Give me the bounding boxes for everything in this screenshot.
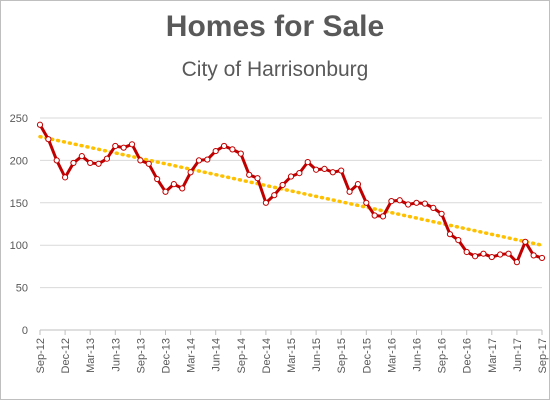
data-point [463, 248, 470, 256]
y-tick-label: 0 [22, 325, 28, 337]
data-point [513, 259, 521, 266]
x-tick-label: Sep-14 [236, 338, 248, 373]
data-point [128, 141, 136, 148]
x-tick-label: Sep-17 [537, 338, 549, 373]
x-tick-label: Jun-13 [110, 338, 122, 372]
data-point [538, 254, 546, 262]
data-point [154, 175, 161, 183]
x-tick-label: Dec-13 [161, 338, 173, 373]
data-point [137, 157, 144, 164]
y-tick-label: 250 [10, 113, 28, 125]
data-point [413, 199, 420, 206]
data-point [78, 153, 85, 160]
data-point [438, 210, 445, 217]
x-tick-label: Dec-16 [462, 338, 474, 373]
data-point [313, 166, 320, 173]
data-point [262, 199, 269, 206]
x-tick-label: Jun-14 [211, 338, 223, 372]
x-tick-label: Jun-15 [311, 338, 323, 372]
x-tick-label: Mar-15 [286, 338, 298, 373]
data-point [254, 175, 261, 182]
data-point [497, 251, 504, 258]
x-tick-label: Mar-17 [487, 338, 499, 373]
series-layer [36, 121, 546, 266]
data-point [379, 213, 387, 220]
data-point [45, 136, 52, 143]
data-point [36, 121, 44, 128]
data-point [103, 155, 111, 162]
data-point [530, 252, 537, 259]
data-point [346, 188, 353, 195]
chart-title: Homes for Sale [165, 10, 385, 43]
data-point [237, 150, 244, 157]
data-point [87, 159, 94, 167]
data-point [187, 169, 194, 176]
data-point [455, 237, 462, 244]
x-tick-label: Mar-14 [186, 338, 198, 373]
y-axis-ticks: 0 50 100 150 200 250 [10, 113, 28, 337]
data-point [246, 171, 253, 178]
data-point [145, 160, 152, 167]
data-point [62, 174, 69, 181]
data-point [296, 170, 303, 177]
x-tick-label: Jun-17 [512, 338, 524, 372]
data-point [220, 142, 228, 150]
data-point [480, 250, 487, 257]
data-point [371, 212, 378, 219]
gridlines [40, 117, 542, 331]
x-tick-label: Mar-16 [386, 338, 398, 373]
data-point [338, 167, 345, 174]
data-point [195, 157, 203, 164]
data-point [363, 199, 370, 206]
x-tick-label: Sep-16 [437, 338, 449, 373]
trendline [38, 134, 544, 247]
data-point [212, 147, 219, 155]
data-point [405, 201, 412, 208]
chart-subtitle: City of Harrisonburg [181, 58, 369, 81]
data-point [95, 160, 102, 167]
x-tick-label: Dec-12 [60, 338, 72, 373]
data-point [321, 165, 328, 172]
data-point [279, 181, 286, 189]
data-point [471, 253, 479, 260]
y-tick-label: 50 [16, 283, 28, 295]
data-point [287, 173, 295, 180]
data-point [304, 158, 311, 166]
data-point [179, 185, 186, 192]
x-tick-label: Sep-12 [35, 338, 47, 373]
x-tick-label: Dec-15 [361, 338, 373, 373]
data-point [446, 231, 454, 238]
x-tick-label: Sep-13 [135, 338, 147, 373]
data-point [505, 250, 512, 257]
x-axis: Sep-12 Dec-12 Mar-13 Jun-13 Sep-13 Dec-13 Mar-… [35, 330, 549, 373]
data-point [430, 204, 437, 211]
data-point [162, 188, 169, 195]
data-point [70, 159, 77, 167]
x-tick-label: Dec-14 [261, 338, 273, 373]
data-point [488, 253, 495, 261]
data-point [329, 169, 336, 176]
y-tick-label: 100 [10, 240, 28, 252]
data-point [53, 157, 60, 164]
x-tick-label: Jun-16 [412, 338, 424, 372]
data-point [354, 181, 362, 188]
x-tick-label: Mar-13 [85, 338, 97, 373]
data-point [229, 146, 236, 153]
data-point [120, 144, 127, 151]
y-tick-label: 200 [10, 155, 28, 167]
data-point [204, 156, 211, 163]
data-point [396, 197, 403, 204]
data-point [421, 200, 428, 207]
data-point [522, 238, 529, 245]
data-point [271, 192, 278, 199]
data-point [388, 198, 395, 205]
y-tick-label: 150 [10, 198, 28, 210]
x-tick-label: Sep-15 [336, 338, 348, 373]
data-point [170, 181, 177, 188]
data-point [112, 142, 119, 150]
